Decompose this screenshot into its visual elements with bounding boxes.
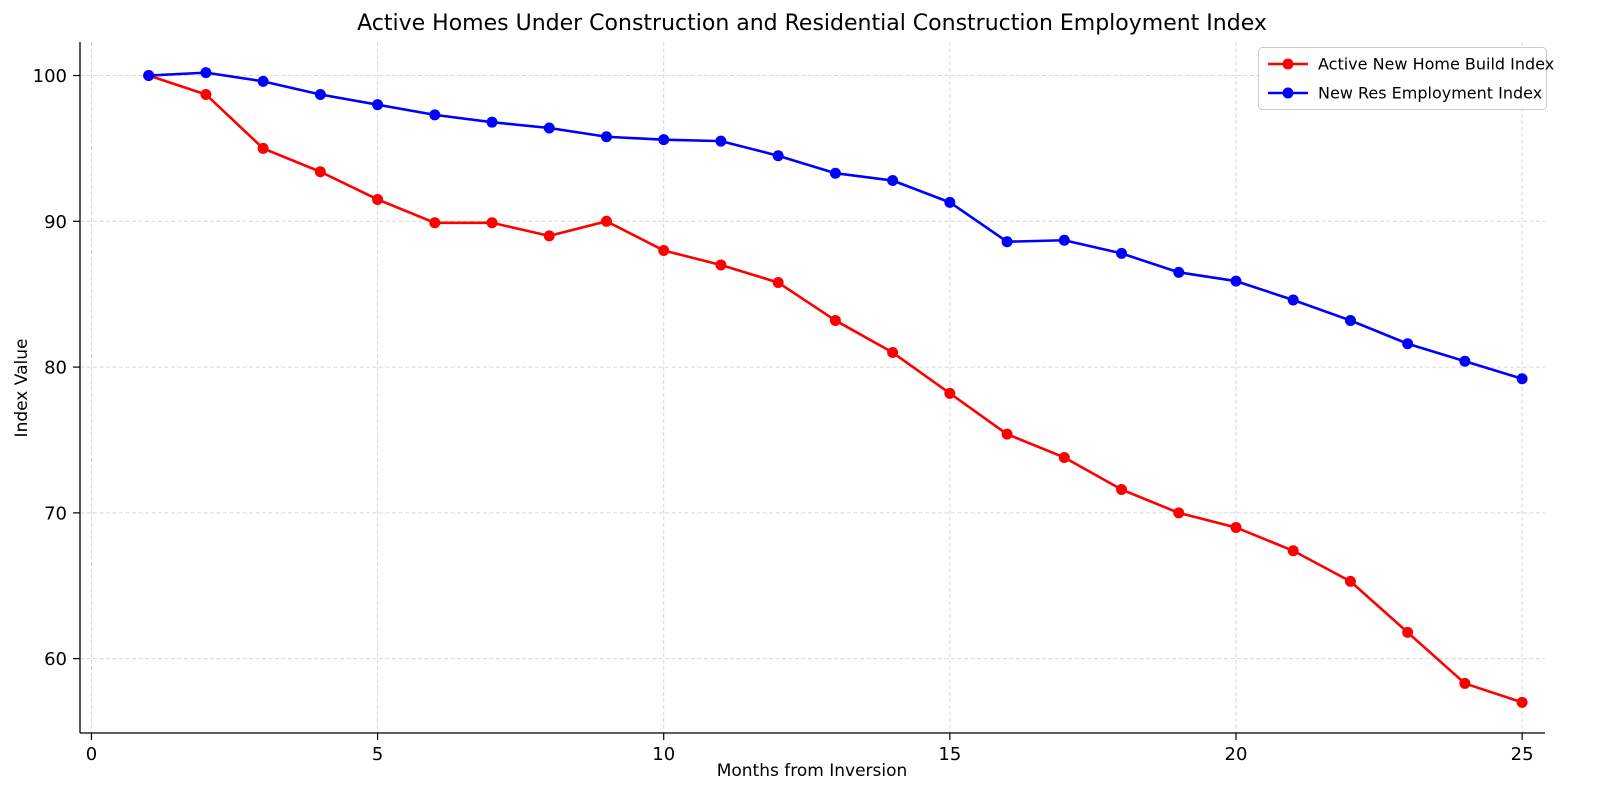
x-tick-label: 25 [1511,744,1534,765]
data-point-marker [1001,428,1013,440]
data-point-marker [829,314,841,326]
y-tick-label: 100 [33,66,67,87]
data-point-marker [543,230,555,242]
data-point-marker [1058,451,1070,463]
data-point-marker [1001,236,1013,248]
x-axis-label: Months from Inversion [717,761,908,781]
data-point-marker [200,67,212,79]
legend: Active New Home Build Index New Res Empl… [1258,47,1554,110]
legend-label-1: New Res Employment Index [1318,84,1542,103]
data-point-marker [1459,677,1471,689]
y-tick-label: 80 [44,358,67,379]
data-point-marker [1116,247,1128,259]
y-axis-label: Index Value [12,339,32,438]
data-point-marker [1459,355,1471,367]
data-point-marker [944,196,956,208]
data-point-marker [1230,521,1242,533]
data-point-marker [429,217,441,229]
data-point-marker [1287,294,1299,306]
data-point-marker [200,88,212,100]
data-point-marker [314,88,326,100]
data-point-marker [887,174,899,186]
data-point-marker [1344,575,1356,587]
data-point-marker [1344,314,1356,326]
data-point-marker [429,109,441,121]
x-tick-label: 0 [86,744,97,765]
data-point-marker [1173,266,1185,278]
data-point-marker [486,217,498,229]
data-point-marker [772,277,784,289]
data-point-marker [658,134,670,146]
data-point-marker [372,99,384,111]
legend-label-0: Active New Home Build Index [1318,55,1554,74]
data-point-marker [829,167,841,179]
series-line-1 [148,71,1523,380]
data-point-marker [1402,626,1414,638]
grid-layer [80,42,1545,733]
data-point-marker [257,75,269,87]
data-point-marker [772,150,784,162]
data-point-marker [143,70,155,82]
data-point-marker [1058,234,1070,246]
x-tick-label: 15 [938,744,961,765]
legend-marker-red-icon [1282,58,1294,70]
data-point-marker [1116,484,1128,496]
data-point-marker [944,387,956,399]
data-point-marker [257,142,269,154]
data-point-marker [1516,373,1528,385]
data-point-marker [715,259,727,271]
x-tick-label: 10 [652,744,675,765]
data-point-marker [600,131,612,143]
axes-layer: 0 5 10 15 20 25 60 70 80 90 100 [33,42,1545,765]
x-tick-label: 5 [372,744,383,765]
data-point-marker [486,116,498,128]
legend-entry-0: Active New Home Build Index [1268,55,1554,74]
legend-box [1258,47,1547,110]
data-point-marker [1230,275,1242,287]
data-point-marker [1287,545,1299,557]
data-point-marker [372,193,384,205]
data-point-marker [314,166,326,178]
legend-marker-blue-icon [1282,87,1294,99]
data-point-marker [1402,338,1414,350]
x-tick-label: 20 [1225,744,1248,765]
data-point-marker [1173,507,1185,519]
data-point-marker [887,347,899,359]
data-point-marker [715,135,727,147]
data-point-marker [543,122,555,134]
y-tick-label: 70 [44,503,67,524]
y-tick-label: 90 [44,212,67,233]
series-layer [143,67,1528,708]
y-tick-label: 60 [44,649,67,670]
data-point-marker [600,215,612,227]
data-point-marker [1516,696,1528,708]
data-point-marker [658,244,670,256]
legend-entry-1: New Res Employment Index [1268,84,1542,103]
chart-title: Active Homes Under Construction and Resi… [357,11,1267,36]
